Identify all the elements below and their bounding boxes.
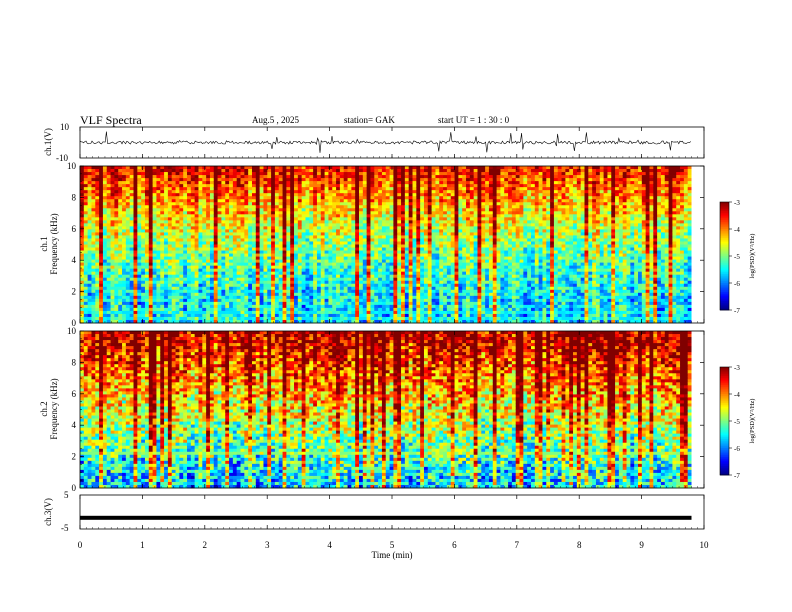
figure-title: VLF Spectra xyxy=(80,113,142,127)
ytick-label: 4 xyxy=(72,420,77,430)
ch3-waveform-trace xyxy=(80,516,692,520)
start-ut-label: start UT = 1 : 30 : 0 xyxy=(438,115,510,125)
ch1-spectrogram-image xyxy=(80,166,704,323)
ytick-label: 0 xyxy=(72,483,77,493)
colorbar-label: log(PSD)(V²/Hz) xyxy=(749,234,756,279)
time-tick-label: 4 xyxy=(327,540,332,550)
colorbar-tick-label: -7 xyxy=(734,307,740,315)
colorbar-tick-label: -7 xyxy=(734,472,740,480)
time-tick-label: 10 xyxy=(700,540,710,550)
ytick-label: 2 xyxy=(72,452,77,462)
ch2-spectrogram-ylabel: Frequency (kHz) xyxy=(49,378,59,439)
date-label: Aug.5 , 2025 xyxy=(252,115,299,125)
colorbar-tick-label: -4 xyxy=(734,391,740,399)
ytick-label: 10 xyxy=(67,161,77,171)
time-tick-label: 5 xyxy=(390,540,395,550)
ytick-label: 2 xyxy=(72,287,77,297)
time-tick-label: 6 xyxy=(452,540,457,550)
ch1-spectrogram-channel-label: ch.1 xyxy=(39,236,49,251)
ch1-ytick-top: 10 xyxy=(60,122,70,132)
colorbar-tick-label: -3 xyxy=(734,199,740,207)
ch1-waveform-frame xyxy=(80,127,704,158)
ytick-label: 8 xyxy=(72,357,77,367)
ch1-waveform-trace xyxy=(80,132,691,153)
vlf-spectra-figure: VLF Spectra Aug.5 , 2025 station= GAK st… xyxy=(0,0,792,612)
ch2-spectrogram-channel-label: ch.2 xyxy=(39,401,49,416)
ytick-label: 6 xyxy=(72,389,77,399)
time-tick-label: 8 xyxy=(577,540,582,550)
ch3-ytick-top: 5 xyxy=(64,490,69,500)
ch1-waveform-ylabel: ch.1(V) xyxy=(43,128,53,156)
ch2-colorbar: -3 -4 -5 -6 -7 log(PSD)(V²/Hz) xyxy=(720,364,756,480)
colorbar-tick-label: -6 xyxy=(734,280,740,288)
time-tick-label: 7 xyxy=(515,540,520,550)
ytick-label: 8 xyxy=(72,192,77,202)
colorbar-tick-label: -4 xyxy=(734,226,740,234)
ch1-colorbar: -3 -4 -5 -6 -7 log(PSD)(V²/Hz) xyxy=(720,199,756,315)
time-tick-label: 9 xyxy=(639,540,644,550)
ch3-ytick-bottom: -5 xyxy=(61,523,69,533)
station-label: station= GAK xyxy=(344,115,395,125)
ch3-waveform-ylabel: ch.3(V) xyxy=(43,498,53,526)
ytick-label: 10 xyxy=(67,326,77,336)
ytick-label: 6 xyxy=(72,224,77,234)
time-tick-label: 3 xyxy=(265,540,270,550)
colorbar-tick-label: -5 xyxy=(734,418,740,426)
ch2-spectrogram-panel: 0 2 4 6 8 10 ch.2 Frequency (kHz) xyxy=(39,326,704,493)
colorbar-label: log(PSD)(V²/Hz) xyxy=(749,399,756,444)
ytick-label: 4 xyxy=(72,255,77,265)
time-tick-label: 0 xyxy=(78,540,83,550)
time-tick-label: 1 xyxy=(140,540,145,550)
time-axis-label: Time (min) xyxy=(372,550,413,560)
ch2-spectrogram-image xyxy=(80,331,704,488)
colorbar-tick-label: -6 xyxy=(734,445,740,453)
time-tick-label: 2 xyxy=(203,540,208,550)
ch1-spectrogram-ylabel: Frequency (kHz) xyxy=(49,213,59,274)
colorbar-tick-label: -3 xyxy=(734,364,740,372)
colorbar-tick-label: -5 xyxy=(734,253,740,261)
ch3-waveform-frame xyxy=(80,495,704,529)
